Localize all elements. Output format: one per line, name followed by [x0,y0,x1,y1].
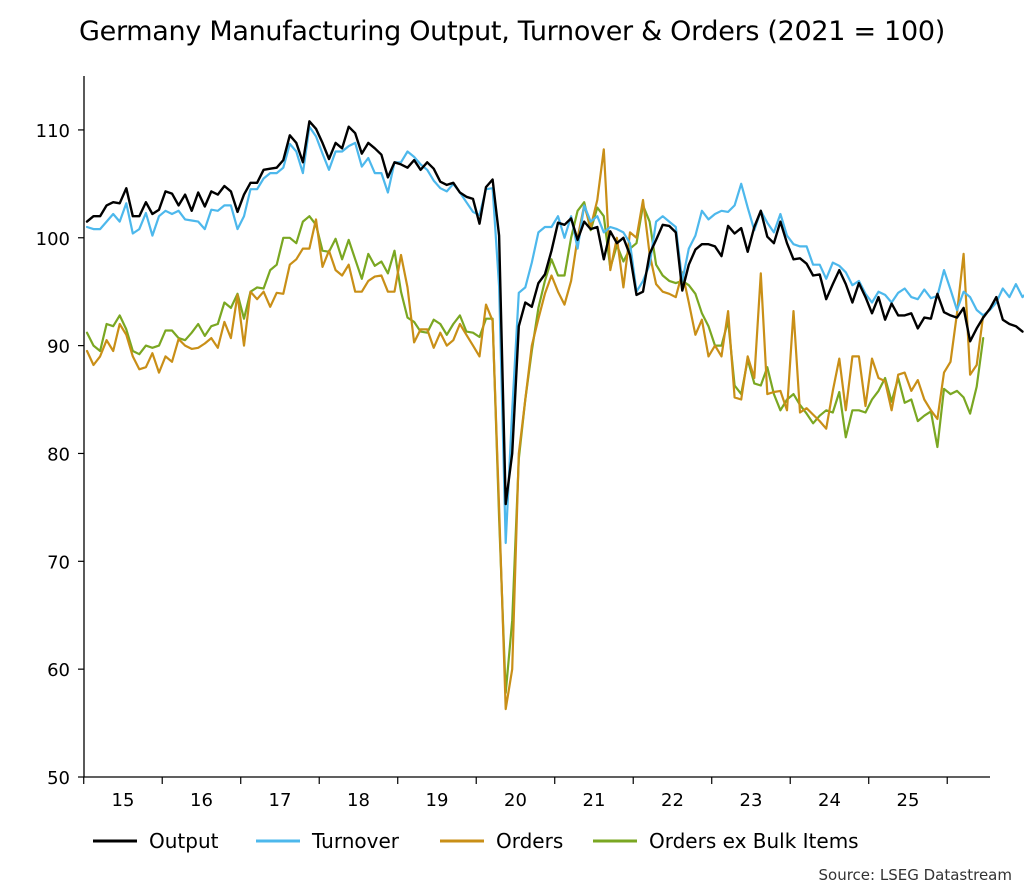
x-tick-label: 25 [897,790,920,811]
series-line-turnover [85,125,1024,545]
x-tick-label: 16 [190,790,213,811]
chart-axes: 50 60 70 80 90 100 110 15 16 17 18 19 20 21 22 23 24 25 [36,76,990,811]
x-tick-label: 22 [661,790,684,811]
x-tick-label: 17 [269,790,292,811]
series-line-output [85,120,1024,506]
chart-legend: Output Turnover Orders Orders ex Bulk Items [93,829,859,853]
x-tick-label: 15 [112,790,135,811]
y-tick-label: 50 [47,768,70,789]
y-tick-label: 100 [36,229,70,250]
chart-title: Germany Manufacturing Output, Turnover &… [79,16,945,47]
legend-label-turnover: Turnover [311,829,400,853]
x-tick-label: 24 [818,790,841,811]
series-line-orders [85,148,985,711]
y-tick-label: 80 [47,444,70,465]
legend-label-orders: Orders [496,829,563,853]
legend-label-orders-ex-bulk-items: Orders ex Bulk Items [649,829,859,853]
source-note: Source: LSEG Datastream [819,866,1012,884]
y-tick-label: 60 [47,660,70,681]
y-tick-label: 90 [47,337,70,358]
y-tick-label: 70 [47,552,70,573]
plot-area [85,120,1024,711]
x-tick-label: 20 [504,790,527,811]
x-tick-label: 19 [426,790,449,811]
x-tick-label: 23 [740,790,763,811]
x-tick-label: 21 [583,790,606,811]
y-tick-label: 110 [36,121,70,142]
legend-label-output: Output [149,829,219,853]
x-tick-label: 18 [347,790,370,811]
